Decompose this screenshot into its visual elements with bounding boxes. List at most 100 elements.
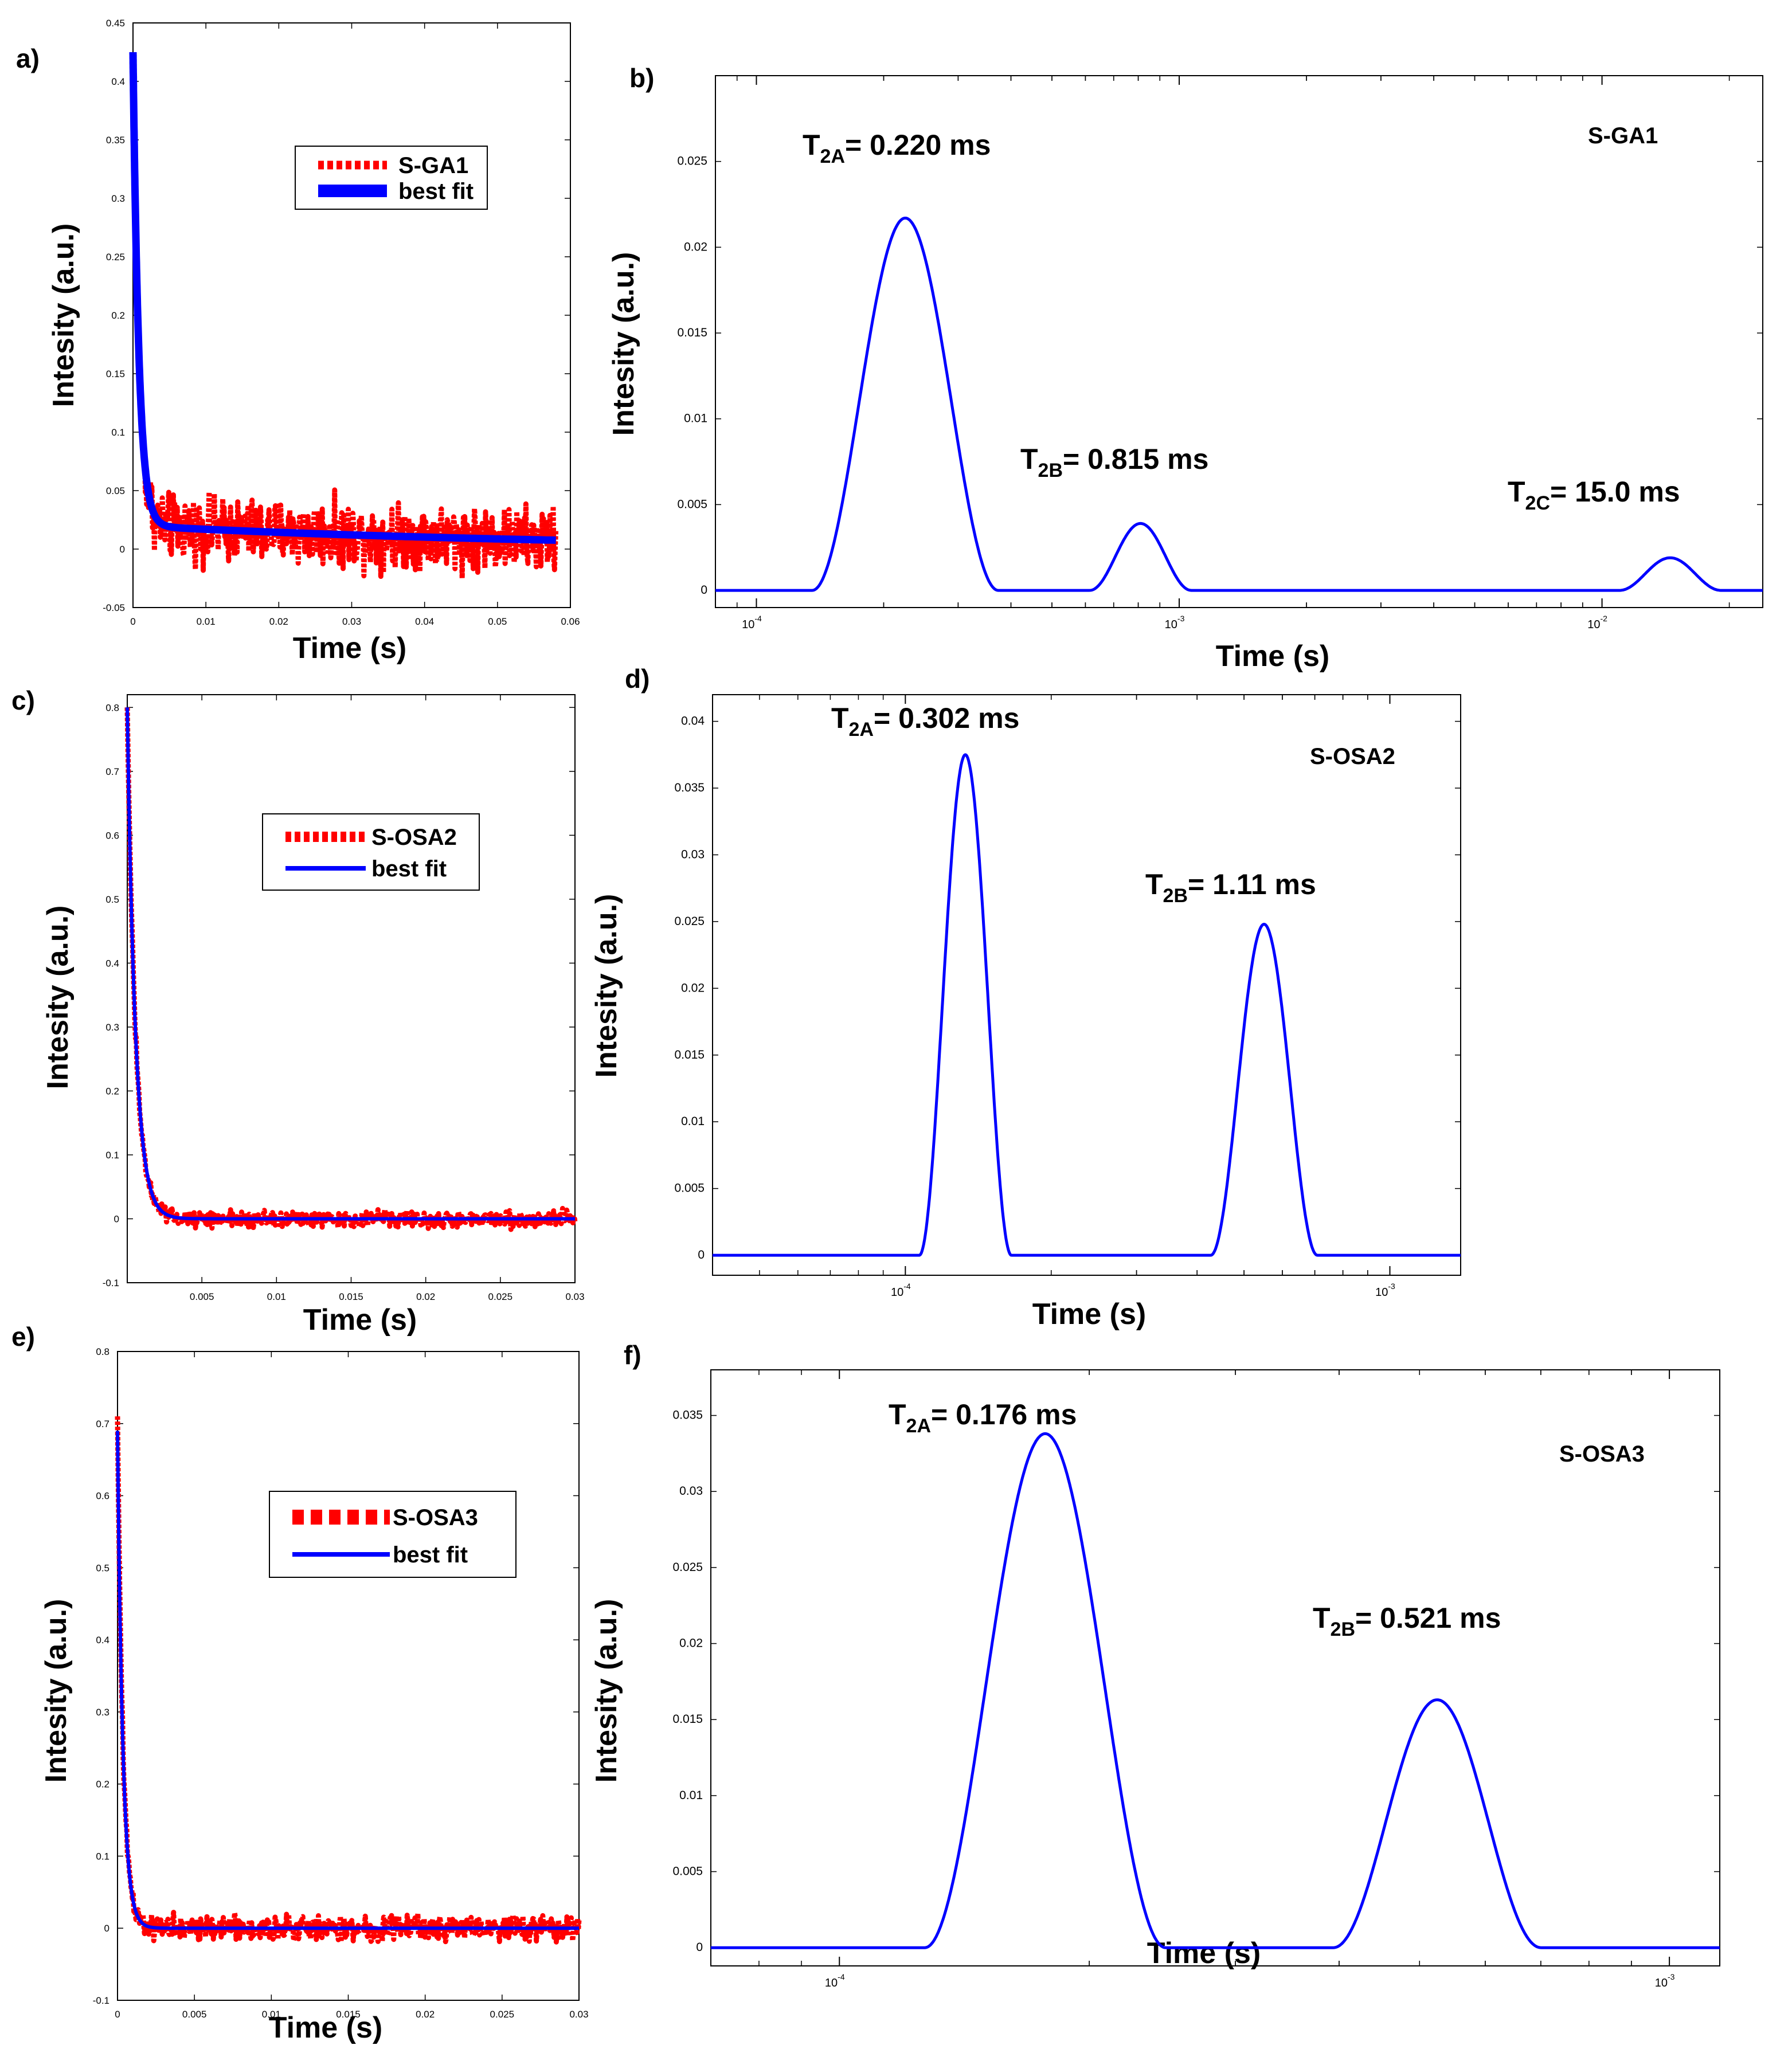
peak-annotation-subscript: 2C bbox=[1525, 492, 1550, 514]
panel-a: a) 0 0.01 0.02 0.03 0.04 0.05 0.06 -0.05 0 0.05 0.1… bbox=[16, 18, 580, 665]
x-axis-label: Time (s) bbox=[303, 1303, 417, 1337]
x-tick-label: 0.04 bbox=[415, 616, 434, 627]
x-tick-base: 10 bbox=[891, 1286, 903, 1299]
y-tick-label: 0.4 bbox=[111, 76, 125, 87]
y-tick-label: 0.035 bbox=[672, 1409, 703, 1422]
x-tick-label: 10-4 bbox=[825, 1972, 845, 1989]
series-best-fit bbox=[126, 706, 575, 1221]
peak-annotation-subscript: 2B bbox=[1331, 1619, 1355, 1640]
sample-label: S-GA1 bbox=[1588, 123, 1658, 148]
x-tick-label: 0.02 bbox=[269, 616, 288, 627]
y-tick-label: 0.1 bbox=[105, 1150, 119, 1161]
y-tick-label: 0.01 bbox=[684, 412, 707, 425]
legend-frame bbox=[262, 813, 480, 891]
y-tick-label: 0.5 bbox=[96, 1562, 109, 1573]
x-tick-label: 10-4 bbox=[891, 1282, 911, 1299]
x-axis-label: Time (s) bbox=[1147, 1937, 1261, 1970]
panel-b: b)10-4 10-3 10-200.0050.010.0150.020.025Ti… bbox=[607, 63, 1763, 673]
legend-frame bbox=[295, 146, 488, 210]
y-tick-label: 0.15 bbox=[106, 369, 125, 379]
x-tick-label: 0.01 bbox=[197, 616, 216, 627]
x-tick-label: 0.06 bbox=[561, 616, 580, 627]
peak-annotation-value: = 0.302 ms bbox=[874, 702, 1019, 734]
peak-annotation: T2B= 0.815 ms bbox=[1020, 443, 1208, 481]
legend: S-OSA3 best fit bbox=[269, 1491, 517, 1578]
y-tick-label: 0.025 bbox=[674, 915, 705, 928]
axes-frame bbox=[715, 75, 1763, 608]
x-tick-label: 0.03 bbox=[569, 2009, 588, 2020]
y-tick-label: 0.6 bbox=[96, 1491, 109, 1502]
panel-e: e) 0 0.005 0.01 0.015 0.02 0.025 0.03 -0.1 0 0.1 0.… bbox=[11, 1322, 589, 2044]
peak-annotation-symbol: T bbox=[803, 129, 820, 161]
x-axis-label: Time (s) bbox=[293, 632, 406, 665]
y-axis-label: Intesity (a.u.) bbox=[607, 252, 640, 436]
x-tick-label: 0.025 bbox=[488, 1291, 513, 1302]
peak-annotation-symbol: T bbox=[1313, 1602, 1331, 1634]
y-tick-label: 0 bbox=[120, 544, 125, 555]
series-noisy-data bbox=[124, 707, 578, 1232]
t2-distribution-curve bbox=[713, 753, 1461, 1257]
legend-label: S-OSA3 bbox=[393, 1505, 478, 1530]
x-tick-label: 0.015 bbox=[339, 1291, 363, 1302]
y-tick-label: 0.015 bbox=[672, 1713, 703, 1726]
x-tick-base: 10 bbox=[1375, 1286, 1388, 1299]
y-tick-label: 0.25 bbox=[106, 252, 125, 263]
x-tick-base: 10 bbox=[742, 618, 754, 631]
x-tick-label: 10-3 bbox=[1165, 614, 1185, 631]
sample-label: S-OSA2 bbox=[1310, 744, 1395, 769]
legend-label: best fit bbox=[398, 179, 474, 204]
x-tick-label: 10-3 bbox=[1375, 1282, 1395, 1299]
y-tick-label: 0.2 bbox=[111, 310, 125, 321]
x-tick-label: 0.005 bbox=[190, 1291, 214, 1302]
series-best-fit bbox=[129, 48, 558, 544]
x-tick-exponent: -4 bbox=[754, 614, 762, 623]
x-tick-exponent: -4 bbox=[903, 1282, 911, 1291]
y-axis-label: Intesity (a.u.) bbox=[47, 224, 80, 408]
legend-label: best fit bbox=[393, 1542, 468, 1568]
y-tick-label: 0.005 bbox=[674, 1182, 705, 1195]
axes-frame bbox=[712, 694, 1461, 1276]
y-tick-label: 0 bbox=[114, 1213, 119, 1224]
peak-annotation: T2C= 15.0 ms bbox=[1508, 476, 1680, 514]
y-tick-label: 0.45 bbox=[106, 18, 125, 29]
x-tick-exponent: -3 bbox=[1388, 1282, 1395, 1291]
x-tick-label: 0.05 bbox=[488, 616, 507, 627]
peak-annotation-subscript: 2A bbox=[906, 1415, 931, 1437]
y-tick-label: 0 bbox=[696, 1941, 703, 1954]
y-tick-label: 0.03 bbox=[681, 848, 705, 861]
peak-annotation-subscript: 2B bbox=[1038, 460, 1063, 481]
x-tick-label: 0.01 bbox=[262, 2009, 281, 2020]
peak-annotation-symbol: T bbox=[889, 1398, 906, 1431]
t2-distribution-curve bbox=[711, 1432, 1720, 1949]
y-tick-label: 0.2 bbox=[105, 1086, 119, 1096]
x-axis-label: Time (s) bbox=[269, 2011, 382, 2044]
peak-annotation-symbol: T bbox=[1145, 868, 1163, 900]
x-tick-label: 0.005 bbox=[182, 2009, 207, 2020]
x-tick-label: 0.02 bbox=[416, 2009, 435, 2020]
t2-distribution-curve bbox=[715, 216, 1763, 592]
legend-label: S-OSA2 bbox=[371, 825, 457, 850]
y-axis-label: Intesity (a.u.) bbox=[41, 906, 75, 1090]
y-tick-label: 0.005 bbox=[672, 1865, 703, 1878]
peak-annotation-subscript: 2A bbox=[820, 146, 845, 167]
y-tick-label: 0.025 bbox=[677, 155, 707, 168]
peak-annotation-symbol: T bbox=[1020, 443, 1038, 475]
y-tick-label: 0.015 bbox=[674, 1048, 705, 1061]
y-tick-label: -0.05 bbox=[103, 602, 125, 613]
peak-annotation-value: = 0.521 ms bbox=[1355, 1602, 1501, 1634]
y-tick-label: 0.4 bbox=[105, 958, 119, 969]
y-tick-label: 0.35 bbox=[106, 135, 125, 146]
y-tick-label: 0.04 bbox=[681, 715, 705, 728]
peak-annotation: T2A= 0.220 ms bbox=[803, 129, 991, 167]
legend-label: best fit bbox=[371, 856, 447, 882]
y-tick-label: 0.4 bbox=[96, 1635, 109, 1646]
peak-annotation: T2B= 0.521 ms bbox=[1313, 1602, 1501, 1640]
y-tick-label: 0.3 bbox=[105, 1022, 119, 1033]
panel-f: f)10-4 10-300.0050.010.0150.020.0250.030.… bbox=[590, 1340, 1720, 1989]
x-tick-label: 0.025 bbox=[490, 2009, 515, 2020]
panel-label: c) bbox=[11, 685, 35, 715]
x-tick-base: 10 bbox=[1655, 1977, 1668, 1989]
legend: S-OSA2 best fit bbox=[262, 813, 480, 891]
peak-annotation-value: = 15.0 ms bbox=[1550, 476, 1680, 508]
